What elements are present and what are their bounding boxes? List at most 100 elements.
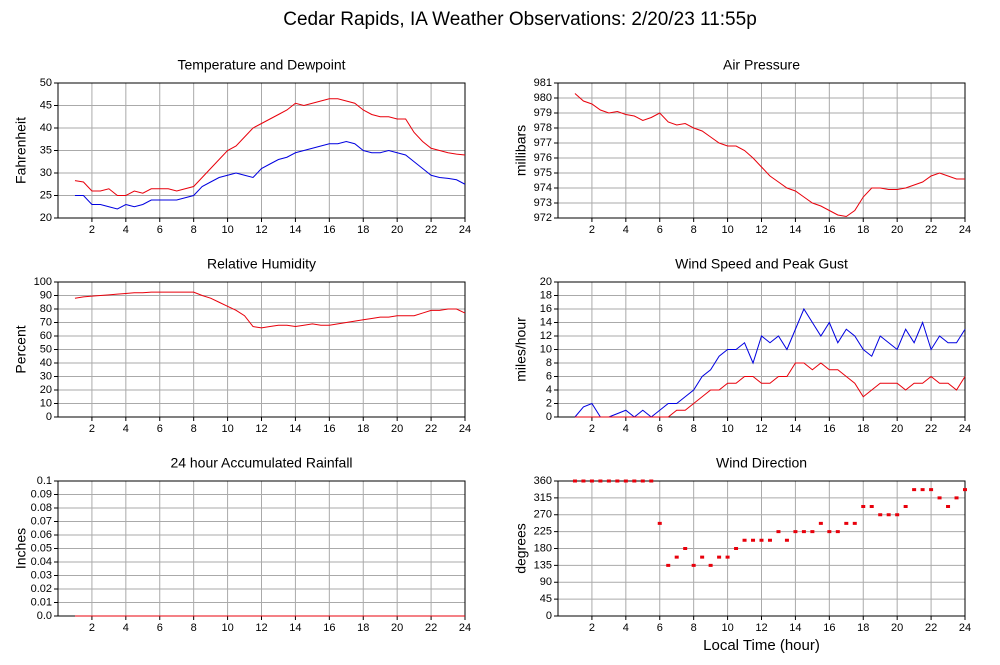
x-tick-label: 6 bbox=[157, 423, 163, 435]
y-tick-label: 0.06 bbox=[31, 529, 52, 541]
chart-title: Air Pressure bbox=[723, 57, 800, 73]
y-axis-label: millibars bbox=[513, 125, 529, 176]
x-tick-label: 2 bbox=[589, 423, 595, 435]
y-tick-label: 20 bbox=[40, 384, 52, 396]
data-point bbox=[598, 479, 603, 483]
x-tick-label: 10 bbox=[221, 224, 233, 236]
data-point bbox=[674, 555, 679, 559]
x-tick-label: 22 bbox=[425, 622, 437, 634]
data-point bbox=[734, 547, 739, 550]
x-tick-label: 22 bbox=[925, 423, 937, 435]
data-point bbox=[666, 563, 671, 567]
x-tick-label: 14 bbox=[789, 224, 801, 236]
data-point bbox=[784, 538, 789, 542]
x-tick-label: 22 bbox=[925, 622, 937, 634]
x-tick-label: 14 bbox=[789, 622, 801, 634]
data-point bbox=[640, 479, 645, 483]
y-tick-label: 981 bbox=[534, 77, 552, 89]
x-tick-label: 4 bbox=[123, 423, 129, 435]
x-tick-label: 18 bbox=[357, 622, 369, 634]
data-point bbox=[963, 488, 967, 492]
data-point bbox=[929, 488, 934, 492]
x-tick-label: 12 bbox=[255, 622, 267, 634]
y-tick-label: 270 bbox=[534, 509, 552, 521]
x-tick-label: 6 bbox=[657, 622, 663, 634]
data-point bbox=[869, 505, 874, 508]
y-tick-label: 4 bbox=[546, 384, 552, 396]
x-tick-label: 12 bbox=[255, 423, 267, 435]
data-point bbox=[589, 479, 594, 483]
data-point bbox=[912, 488, 917, 492]
x-tick-label: 10 bbox=[721, 224, 733, 236]
y-tick-label: 360 bbox=[534, 475, 552, 487]
x-tick-label: 4 bbox=[623, 622, 629, 634]
data-point bbox=[725, 555, 730, 559]
data-point bbox=[657, 521, 662, 525]
data-point bbox=[572, 479, 577, 483]
y-tick-label: 2 bbox=[546, 397, 552, 409]
data-point bbox=[920, 488, 925, 492]
data-point bbox=[793, 530, 798, 534]
x-tick-label: 10 bbox=[221, 622, 233, 634]
y-tick-label: 16 bbox=[540, 303, 552, 315]
y-tick-label: 20 bbox=[40, 212, 52, 224]
y-tick-label: 100 bbox=[34, 276, 52, 288]
y-tick-label: 0 bbox=[46, 411, 52, 423]
y-tick-label: 14 bbox=[540, 316, 552, 328]
x-tick-label: 20 bbox=[391, 423, 403, 435]
x-tick-label: 20 bbox=[891, 224, 903, 236]
y-axis-label: Fahrenheit bbox=[13, 117, 29, 184]
x-tick-label: 4 bbox=[623, 423, 629, 435]
x-tick-label: 24 bbox=[459, 224, 471, 236]
x-tick-label: 8 bbox=[191, 622, 197, 634]
y-axis-label: miles/hour bbox=[513, 317, 529, 382]
data-line bbox=[74, 98, 466, 196]
data-point bbox=[606, 479, 611, 483]
plot-frame bbox=[57, 82, 466, 219]
x-tick-label: 16 bbox=[323, 224, 335, 236]
data-line bbox=[74, 140, 466, 210]
x-tick-label: 18 bbox=[857, 622, 869, 634]
y-tick-label: 180 bbox=[534, 542, 552, 554]
x-tick-label: 2 bbox=[589, 622, 595, 634]
data-point bbox=[632, 479, 637, 483]
y-tick-label: 0.07 bbox=[31, 515, 52, 527]
y-tick-label: 30 bbox=[40, 370, 52, 382]
x-tick-label: 10 bbox=[721, 622, 733, 634]
x-tick-label: 4 bbox=[623, 224, 629, 236]
plot-frame bbox=[557, 281, 966, 418]
x-tick-label: 8 bbox=[191, 224, 197, 236]
y-tick-label: 12 bbox=[540, 330, 552, 342]
x-tick-label: 24 bbox=[459, 423, 471, 435]
x-tick-label: 18 bbox=[857, 423, 869, 435]
x-tick-label: 8 bbox=[691, 622, 697, 634]
x-tick-label: 10 bbox=[221, 423, 233, 435]
x-tick-label: 24 bbox=[959, 224, 971, 236]
x-tick-label: 14 bbox=[289, 423, 301, 435]
y-tick-label: 18 bbox=[540, 289, 552, 301]
y-tick-label: 90 bbox=[40, 289, 52, 301]
x-tick-label: 22 bbox=[425, 423, 437, 435]
y-tick-label: 135 bbox=[534, 559, 552, 571]
data-point bbox=[895, 513, 900, 517]
chart-title: Temperature and Dewpoint bbox=[177, 57, 345, 73]
x-tick-label: 12 bbox=[255, 224, 267, 236]
x-tick-label: 4 bbox=[123, 622, 129, 634]
x-tick-label: 24 bbox=[459, 622, 471, 634]
x-tick-label: 12 bbox=[755, 224, 767, 236]
x-tick-label: 2 bbox=[89, 622, 95, 634]
data-point bbox=[751, 538, 756, 542]
y-tick-label: 40 bbox=[40, 122, 52, 134]
y-axis-label: degrees bbox=[513, 523, 529, 574]
y-tick-label: 972 bbox=[534, 212, 552, 224]
data-point bbox=[937, 496, 942, 500]
x-tick-label: 8 bbox=[691, 224, 697, 236]
y-tick-label: 0.02 bbox=[31, 583, 52, 595]
x-tick-label: 14 bbox=[789, 423, 801, 435]
data-point bbox=[818, 521, 823, 525]
data-point bbox=[810, 530, 815, 534]
x-tick-label: 24 bbox=[959, 622, 971, 634]
x-tick-label: 6 bbox=[157, 224, 163, 236]
data-point bbox=[852, 521, 857, 525]
y-tick-label: 10 bbox=[540, 343, 552, 355]
